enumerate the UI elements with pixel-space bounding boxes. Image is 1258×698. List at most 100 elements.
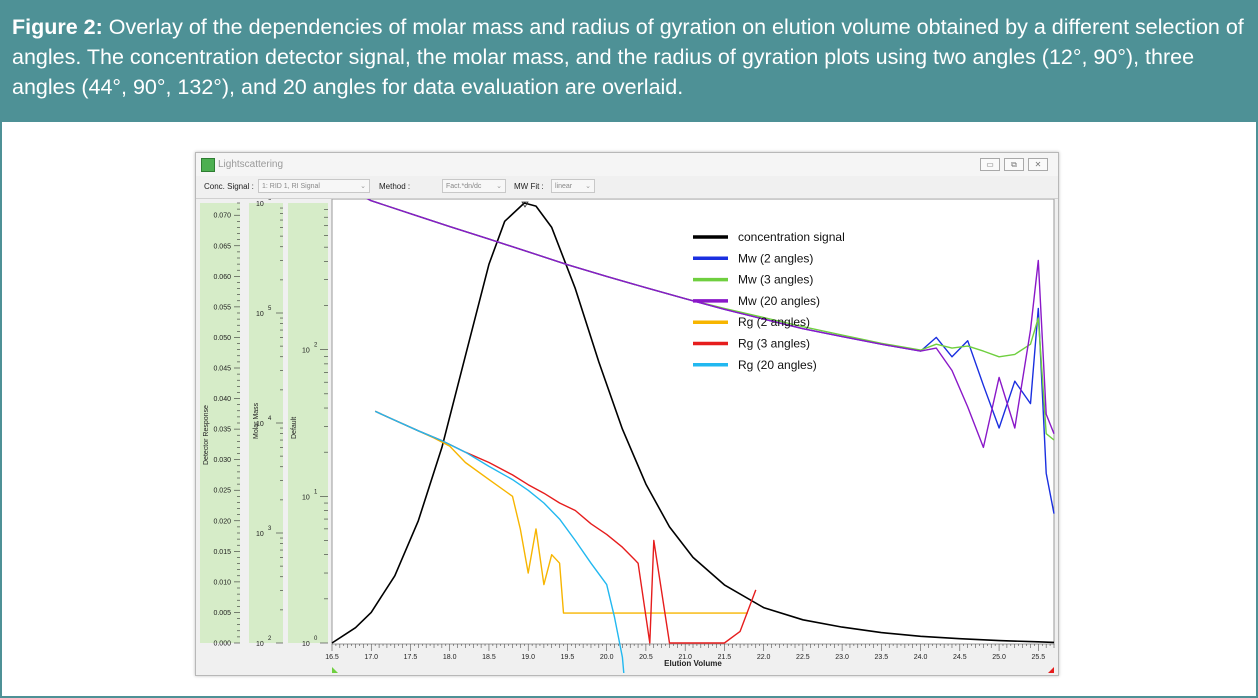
series-concentration-signal	[331, 202, 1055, 644]
x-tick-label: 18.5	[482, 654, 496, 661]
toolbar: Conc. Signal : 1: RID 1, RI Signal ⌄ Meth…	[196, 176, 1058, 199]
rg-tick-base: 10	[302, 348, 310, 355]
molar-mass-tick-exp: 6	[268, 199, 272, 202]
x-tick-label: 25.5	[1031, 654, 1045, 661]
molar-mass-tick-base: 10	[256, 531, 264, 538]
range-start-marker	[332, 667, 338, 673]
detector-tick-label: 0.010	[213, 579, 231, 586]
mw-fit-value: linear	[555, 183, 573, 190]
x-tick-label: 24.0	[914, 654, 928, 661]
title-bar: Lightscattering ▭ ⧉ ✕	[196, 153, 1058, 177]
rg-axis-label: Default	[291, 417, 298, 439]
plot-area	[331, 199, 1055, 645]
rg-tick-exp: 0	[314, 636, 318, 642]
mw-fit-select[interactable]: linear ⌄	[551, 179, 595, 193]
detector-axis-panel	[200, 203, 240, 643]
rg-tick-exp: 2	[314, 343, 318, 349]
figure-label: Figure 2:	[12, 15, 103, 39]
detector-tick-label: 0.025	[213, 488, 231, 495]
mw-fit-label: MW Fit :	[514, 182, 544, 191]
molar-mass-tick-base: 10	[256, 201, 264, 208]
x-tick-label: 22.0	[757, 654, 771, 661]
detector-tick-label: 0.070	[213, 213, 231, 220]
chart-legend: concentration signal Mw (2 angles) Mw (3 a…	[693, 230, 845, 372]
rg-tick-base: 10	[302, 641, 310, 648]
x-tick-label: 23.5	[875, 654, 889, 661]
range-end-marker	[1048, 667, 1054, 673]
restore-button[interactable]: ⧉	[1004, 158, 1024, 171]
x-tick-label: 21.5	[718, 654, 732, 661]
x-tick-label: 19.5	[561, 654, 575, 661]
detector-tick-label: 0.000	[213, 641, 231, 648]
detector-tick-label: 0.050	[213, 335, 231, 342]
chevron-down-icon: ⌄	[360, 183, 366, 190]
legend-label: concentration signal	[738, 230, 845, 244]
molar-mass-tick-exp: 3	[268, 526, 272, 532]
detector-axis-label: Detector Response	[203, 405, 210, 465]
window-title: Lightscattering	[218, 159, 284, 170]
rg-axis: 10 2 10 1 10 0	[302, 209, 328, 648]
conc-signal-value: 1: RID 1, RI Signal	[262, 183, 320, 190]
detector-tick-label: 0.030	[213, 457, 231, 464]
molar-mass-axis: 10 6 10 5 10 4 10 3 10 2	[256, 199, 283, 648]
detector-axis: 0.070 0.065 0.060 0.055 0.050 0.045 0.040 0.035…	[213, 202, 240, 648]
molar-mass-tick-exp: 4	[268, 416, 272, 422]
series-mw-20-angles	[366, 199, 1055, 449]
detector-tick-label: 0.045	[213, 366, 231, 373]
x-axis-label: Elution Volume	[664, 659, 722, 668]
x-tick-label: 19.0	[521, 654, 535, 661]
minimize-button[interactable]: ▭	[980, 158, 1000, 171]
series-rg-20-angles	[374, 410, 625, 673]
x-tick-label: 16.5	[325, 654, 339, 661]
axes-layer: 0.070 0.065 0.060 0.055 0.050 0.045 0.040 0.035…	[213, 199, 1055, 661]
x-axis: 16.5 17.0 17.5 18.0 18.5 19.0 19.5 20.0 20.5 21.0…	[325, 644, 1055, 661]
x-tick-label: 24.5	[953, 654, 967, 661]
detector-tick-label: 0.055	[213, 304, 231, 311]
x-tick-label: 18.0	[443, 654, 457, 661]
legend-label: Mw (2 angles)	[738, 251, 813, 265]
molar-mass-tick-base: 10	[256, 421, 264, 428]
x-tick-label: 21.0	[678, 654, 692, 661]
peak-marker	[521, 201, 529, 208]
x-tick-label: 17.5	[404, 654, 418, 661]
molar-mass-tick-exp: 2	[268, 636, 272, 642]
molar-mass-tick-exp: 5	[268, 306, 272, 312]
method-label: Method :	[379, 182, 411, 191]
chevron-down-icon: ⌄	[496, 183, 502, 190]
series-layer	[331, 199, 1055, 673]
detector-tick-label: 0.020	[213, 518, 231, 525]
conc-signal-select[interactable]: 1: RID 1, RI Signal ⌄	[258, 179, 370, 193]
conc-signal-label: Conc. Signal :	[204, 182, 254, 191]
rg-tick-base: 10	[302, 494, 310, 501]
x-tick-label: 20.5	[639, 654, 653, 661]
chevron-down-icon: ⌄	[585, 183, 591, 190]
series-rg-2-angles	[374, 410, 748, 614]
app-icon	[201, 158, 215, 172]
method-value: Fact.*dn/dc	[446, 183, 482, 190]
detector-tick-label: 0.015	[213, 549, 231, 556]
x-tick-label: 17.0	[364, 654, 378, 661]
legend-label: Rg (20 angles)	[738, 358, 817, 372]
legend-label: Rg (3 angles)	[738, 337, 810, 351]
molar-mass-axis-label: Molar Mass	[253, 402, 260, 439]
x-tick-label: 22.5	[796, 654, 810, 661]
close-button[interactable]: ✕	[1028, 158, 1048, 171]
x-tick-label: 20.0	[600, 654, 614, 661]
rg-axis-panel	[288, 203, 328, 643]
detector-tick-label: 0.060	[213, 274, 231, 281]
detector-tick-label: 0.035	[213, 427, 231, 434]
chart-area: 0.070 0.065 0.060 0.055 0.050 0.045 0.040 0.035…	[196, 199, 1058, 673]
figure-caption-text: Overlay of the dependencies of molar mas…	[12, 15, 1244, 99]
detector-tick-label: 0.005	[213, 610, 231, 617]
method-select[interactable]: Fact.*dn/dc ⌄	[442, 179, 506, 193]
molar-mass-tick-base: 10	[256, 311, 264, 318]
rg-tick-exp: 1	[314, 489, 318, 495]
detector-tick-label: 0.065	[213, 243, 231, 250]
legend-label: Mw (20 angles)	[738, 294, 820, 308]
x-tick-label: 25.0	[992, 654, 1006, 661]
detector-tick-label: 0.040	[213, 396, 231, 403]
x-tick-label: 23.0	[835, 654, 849, 661]
legend-label: Rg (2 angles)	[738, 315, 810, 329]
figure-caption: Figure 2: Overlay of the dependencies of…	[2, 2, 1256, 122]
